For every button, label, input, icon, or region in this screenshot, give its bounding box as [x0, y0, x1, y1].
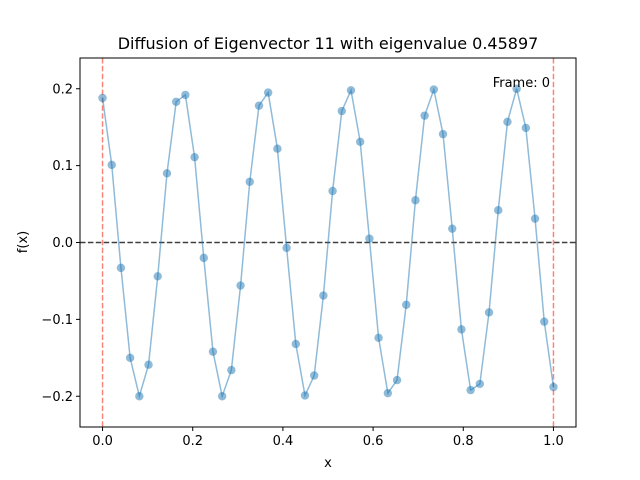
data-point: [282, 243, 291, 253]
data-point: [162, 169, 172, 178]
data-point: [135, 392, 144, 401]
plot-area: 0.0 0.2 0.4 0.6 0.8 1.0 −0.2 −0.1 0.0 0.1 0.2 Frame…: [41, 57, 577, 449]
frame-annotation: Frame: 0: [493, 76, 550, 91]
data-point: [466, 385, 475, 395]
data-point: [411, 196, 420, 205]
data-point: [337, 106, 346, 116]
data-point: [540, 317, 549, 326]
data-point: [263, 88, 273, 97]
x-tick-label: 0.4: [273, 434, 294, 449]
y-tick-label: −0.2: [41, 390, 73, 405]
data-point: [438, 129, 448, 139]
data-point: [273, 144, 282, 153]
data-point: [153, 272, 162, 281]
data-point: [125, 353, 135, 363]
data-point: [254, 101, 264, 110]
y-tick-label: 0.1: [52, 159, 73, 174]
data-point: [107, 160, 116, 170]
data-point: [171, 97, 181, 107]
y-axis-label: f(x): [16, 231, 31, 253]
data-point: [98, 93, 107, 103]
data-point: [319, 291, 328, 300]
data-point: [374, 333, 383, 343]
data-point: [328, 186, 337, 196]
x-tick-label: 0.8: [453, 434, 474, 449]
data-point: [181, 90, 190, 100]
data-point: [346, 86, 356, 95]
data-point: [310, 371, 319, 380]
data-point: [392, 375, 402, 385]
data-point: [300, 391, 310, 400]
data-point: [402, 300, 411, 309]
data-point: [429, 85, 439, 94]
x-tick-label: 0.2: [182, 434, 203, 449]
data-point: [494, 206, 503, 215]
data-point: [236, 281, 245, 290]
chart-title: Diffusion of Eigenvector 11 with eigenva…: [118, 34, 539, 53]
x-tick-label: 0.6: [363, 434, 384, 449]
y-tick-label: −0.1: [41, 313, 73, 328]
data-point: [227, 365, 236, 375]
data-point: [448, 224, 457, 233]
data-point: [457, 325, 466, 334]
data-point: [144, 360, 153, 369]
data-point: [484, 308, 494, 317]
data-point: [503, 117, 512, 127]
y-tick-label: 0.2: [52, 82, 73, 97]
data-point: [530, 214, 540, 223]
data-point: [199, 253, 208, 263]
data-point: [208, 347, 218, 356]
data-point: [549, 382, 558, 392]
data-point: [521, 123, 531, 133]
data-point: [475, 379, 485, 389]
y-tick-label: 0.0: [52, 236, 73, 251]
x-tick-label: 0.0: [92, 434, 113, 449]
data-point: [217, 392, 227, 401]
data-point: [291, 339, 301, 349]
data-point: [355, 137, 365, 146]
data-point: [190, 152, 199, 162]
data-point: [116, 263, 126, 273]
data-point: [512, 84, 521, 93]
x-tick-label: 1.0: [543, 434, 564, 449]
data-point: [383, 388, 393, 398]
data-point: [245, 177, 254, 186]
x-axis-label: x: [324, 456, 332, 471]
data-point: [420, 111, 429, 120]
data-point: [365, 234, 374, 243]
